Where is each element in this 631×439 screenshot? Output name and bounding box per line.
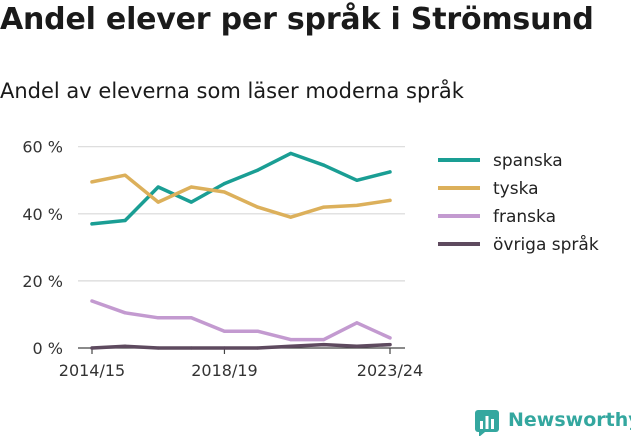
series-line-3: [90, 342, 392, 350]
data-point: [289, 215, 293, 219]
data-point: [90, 180, 94, 184]
data-point: [255, 329, 260, 333]
y-tick-label: 20 %: [22, 272, 63, 291]
data-point: [289, 344, 293, 348]
data-point: [156, 346, 160, 350]
data-point: [388, 170, 392, 174]
data-point: [255, 205, 260, 209]
data-point: [123, 218, 127, 223]
series-line-1: [90, 173, 392, 219]
y-tick-label: 40 %: [22, 205, 63, 224]
data-point: [388, 198, 392, 202]
data-point: [189, 200, 193, 204]
x-tick-label: 2023/24: [357, 361, 423, 380]
data-point: [322, 338, 326, 342]
data-point: [222, 190, 227, 194]
legend-label: tyska: [493, 179, 539, 199]
series-line-0: [90, 151, 392, 226]
data-point: [189, 346, 193, 350]
legend-label: franska: [493, 207, 556, 227]
y-tick-label: 0 %: [33, 339, 63, 358]
y-tick-label: 60 %: [22, 138, 63, 157]
data-point: [189, 185, 193, 189]
data-point: [289, 151, 293, 156]
data-point: [322, 205, 326, 209]
data-point: [90, 299, 94, 303]
data-point: [388, 343, 392, 347]
data-point: [388, 336, 392, 340]
data-point: [156, 185, 160, 189]
data-point: [156, 200, 160, 204]
chart-subtitle: Andel av eleverna som läser moderna språ…: [0, 79, 464, 103]
data-point: [222, 346, 227, 350]
data-point: [322, 163, 326, 167]
brand-name: Newsworthy: [508, 409, 631, 431]
data-point: [123, 173, 127, 177]
data-point: [355, 203, 359, 208]
legend-label: spanska: [493, 151, 563, 171]
data-point: [156, 316, 160, 320]
series-line-2: [90, 299, 392, 342]
data-point: [222, 182, 227, 186]
data-point: [355, 178, 359, 182]
data-point: [90, 346, 94, 350]
data-point: [255, 346, 260, 350]
data-point: [222, 329, 227, 333]
data-point: [289, 338, 293, 342]
data-point: [255, 168, 260, 172]
legend-label: övriga språk: [493, 234, 599, 255]
x-tick-label: 2014/15: [59, 361, 125, 380]
data-point: [355, 321, 359, 325]
data-point: [90, 222, 94, 226]
data-point: [123, 344, 127, 348]
data-point: [189, 316, 193, 320]
bar-chart-logo-icon: [475, 410, 499, 436]
data-point: [123, 311, 127, 315]
chart-title: Andel elever per språk i Strömsund: [0, 2, 594, 37]
data-point: [355, 344, 359, 348]
data-point: [322, 343, 326, 347]
x-tick-label: 2018/19: [191, 361, 257, 380]
